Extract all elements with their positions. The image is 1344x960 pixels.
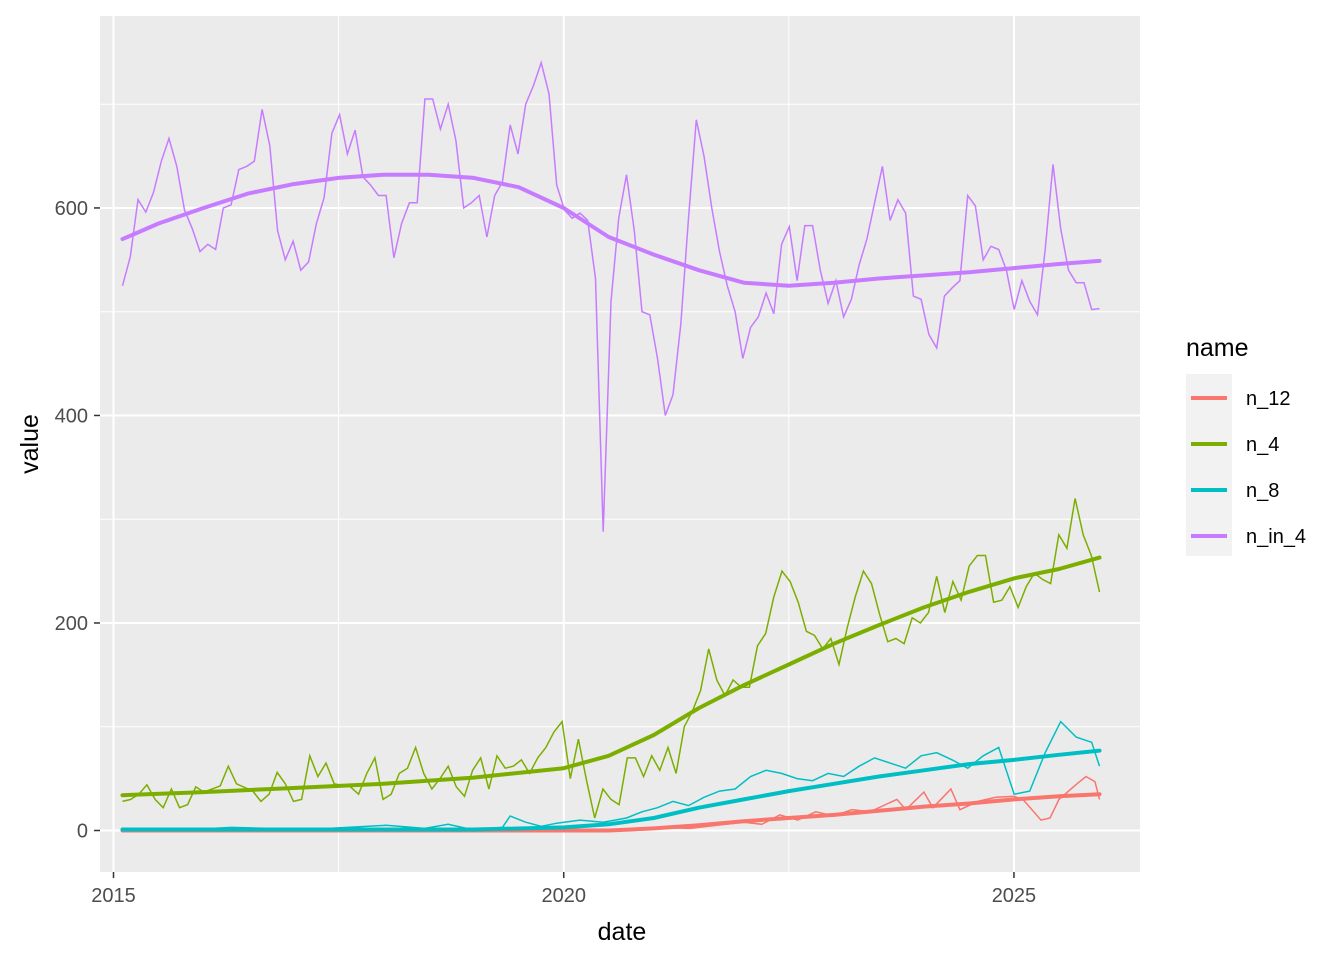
y-axis-title: value <box>16 414 44 474</box>
raw-line-n_4 <box>122 498 1101 819</box>
raw-line-n_8 <box>122 720 1101 831</box>
trend-line-n_8 <box>120 748 1102 832</box>
x-tick-label: 2015 <box>91 885 136 907</box>
trend-line-n_4 <box>120 555 1102 798</box>
x-axis-title: date <box>598 918 647 946</box>
x-tick-label: 2020 <box>541 885 586 907</box>
y-tick-label: 600 <box>55 198 88 220</box>
legend-key-background <box>1186 374 1232 556</box>
panel-background <box>100 16 1140 872</box>
y-tick-label: 400 <box>55 405 88 427</box>
y-axis: 0 200 400 600 <box>55 198 100 842</box>
x-tick-label: 2025 <box>992 885 1037 907</box>
legend-label-n_12: n_12 <box>1246 388 1291 410</box>
legend-label-n_8: n_8 <box>1246 480 1279 502</box>
trend-line-n_12 <box>120 792 1102 833</box>
x-axis: 2015 2020 2025 <box>91 872 1036 907</box>
y-tick-label: 200 <box>55 613 88 635</box>
series-trend-lines <box>120 172 1102 833</box>
legend-label-n_in_4: n_in_4 <box>1246 526 1306 548</box>
y-tick-label: 0 <box>77 820 88 842</box>
trend-line-n_in_4 <box>120 172 1102 288</box>
legend: name n_12 n_4 n_8 n_in_4 <box>1186 334 1306 556</box>
legend-title: name <box>1186 334 1249 362</box>
legend-label-n_4: n_4 <box>1246 434 1279 456</box>
raw-line-n_in_4 <box>121 60 1100 532</box>
